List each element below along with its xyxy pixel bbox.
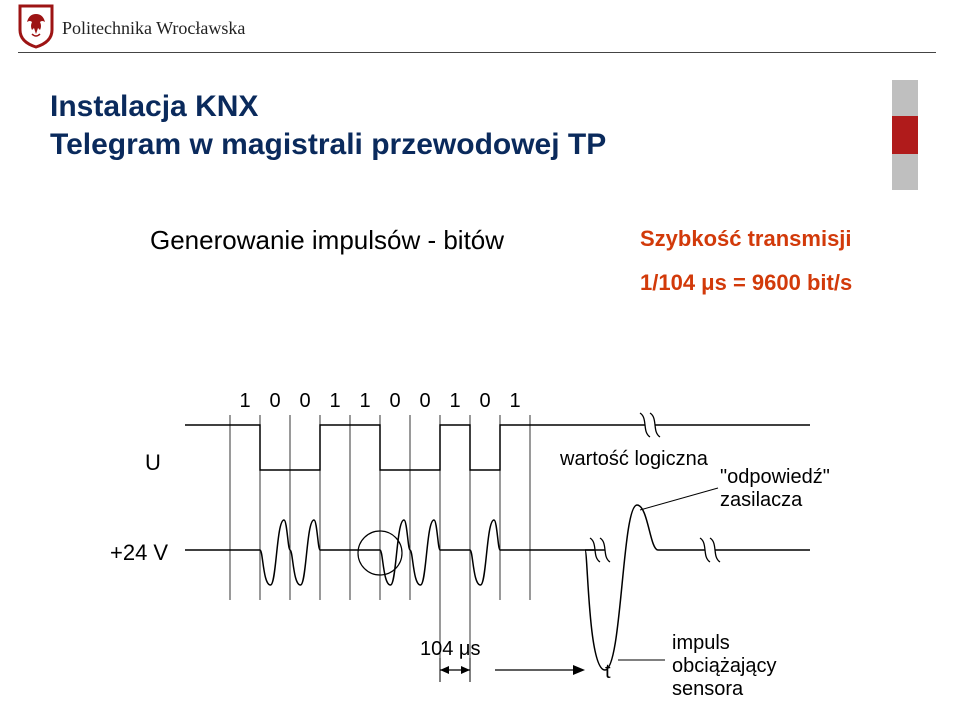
label-power-reply: "odpowiedź" zasilacza [720, 466, 830, 512]
title-accent-red [892, 116, 918, 154]
bit-label: 0 [470, 390, 500, 413]
page-header: Politechnika Wrocławska [0, 0, 960, 55]
bit-label: 0 [410, 390, 440, 413]
bit-label: 0 [290, 390, 320, 413]
subtitle: Generowanie impulsów - bitów [150, 225, 504, 256]
bit-label: 1 [320, 390, 350, 413]
speed-value: 1/104 μs = 9600 bit/s [640, 269, 852, 297]
label-sensor-pulse: impuls obciążający sensora [672, 632, 777, 701]
title-line-2: Telegram w magistrali przewodowej TP [50, 128, 606, 161]
bit-label: 0 [380, 390, 410, 413]
axis-label-voltage: U [145, 450, 161, 476]
university-shield-icon [18, 4, 54, 48]
axis-label-24v: +24 V [110, 540, 168, 566]
bit-label: 1 [350, 390, 380, 413]
slide-title: Instalacja KNX Telegram w magistrali prz… [50, 88, 606, 163]
speed-label: Szybkość transmisji [640, 225, 852, 253]
university-name: Politechnika Wrocławska [62, 18, 245, 39]
title-block: Instalacja KNX Telegram w magistrali prz… [50, 80, 918, 190]
label-time-axis: t [605, 661, 611, 684]
label-logic-value: wartość logiczna [560, 448, 708, 471]
bit-label: 1 [440, 390, 470, 413]
label-bit-duration: 104 μs [420, 638, 480, 661]
header-underline [18, 52, 936, 53]
timing-diagram: U +24 V wartość logiczna "odpowiedź" zas… [100, 370, 860, 690]
title-line-1: Instalacja KNX [50, 90, 258, 123]
bit-label: 1 [500, 390, 530, 413]
transmission-speed: Szybkość transmisji 1/104 μs = 9600 bit/… [640, 225, 852, 296]
bit-label: 0 [260, 390, 290, 413]
bit-label: 1 [230, 390, 260, 413]
